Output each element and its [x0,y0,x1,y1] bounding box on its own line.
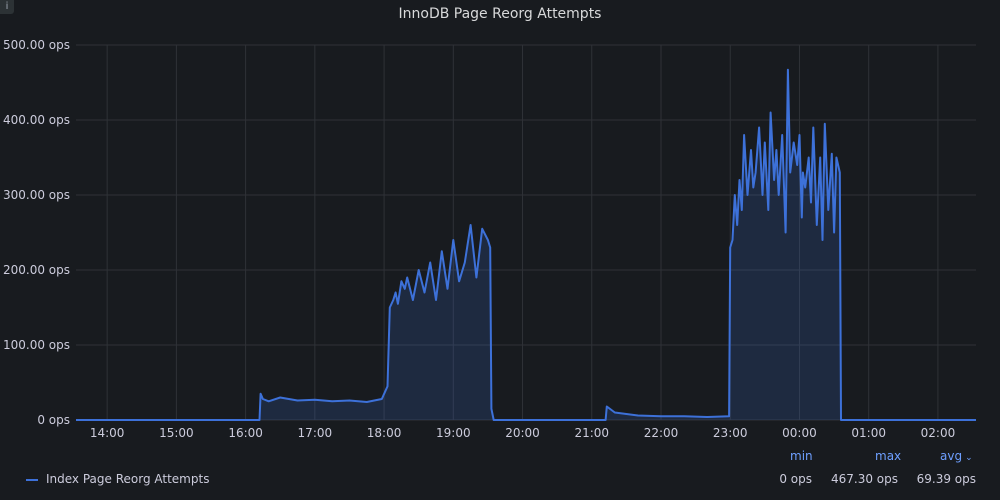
legend-series-max: 467.30 ops [830,472,898,486]
x-tick-label: 15:00 [159,426,194,440]
x-tick-label: 17:00 [298,426,333,440]
series-line [76,68,976,421]
x-tick-label: 14:00 [90,426,125,440]
y-tick-label: 300.00 ops [3,188,70,202]
legend-series-avg: 69.39 ops [916,472,976,486]
chevron-down-icon: ⌄ [965,453,973,463]
y-tick-label: 400.00 ops [3,113,70,127]
y-tick-label: 100.00 ops [3,338,70,352]
x-tick-label: 16:00 [228,426,263,440]
x-tick-label: 02:00 [921,426,956,440]
y-tick-label: 0 ops [37,413,70,427]
x-tick-label: 00:00 [782,426,817,440]
legend-series-swatch [26,479,38,481]
legend: min max avg ⌄ Index Page Reorg Attempts 0… [0,446,1000,500]
x-tick-label: 22:00 [644,426,679,440]
legend-header-min[interactable]: min [790,449,813,463]
info-icon[interactable]: i [0,0,14,14]
x-tick-label: 23:00 [713,426,748,440]
x-tick-label: 20:00 [505,426,540,440]
x-tick-label: 19:00 [436,426,471,440]
y-tick-label: 500.00 ops [3,38,70,52]
legend-series-name[interactable]: Index Page Reorg Attempts [46,472,210,486]
panel-title: InnoDB Page Reorg Attempts [398,6,602,22]
x-tick-label: 18:00 [367,426,402,440]
x-tick-label: 21:00 [574,426,609,440]
x-tick-label: 01:00 [851,426,886,440]
chart-area: 0 ops 100.00 ops 200.00 ops 300.00 ops 400.0… [3,38,976,440]
legend-header-max[interactable]: max [875,449,902,463]
legend-header-avg[interactable]: avg ⌄ [940,449,973,463]
legend-series-min: 0 ops [779,472,812,486]
y-tick-label: 200.00 ops [3,263,70,277]
